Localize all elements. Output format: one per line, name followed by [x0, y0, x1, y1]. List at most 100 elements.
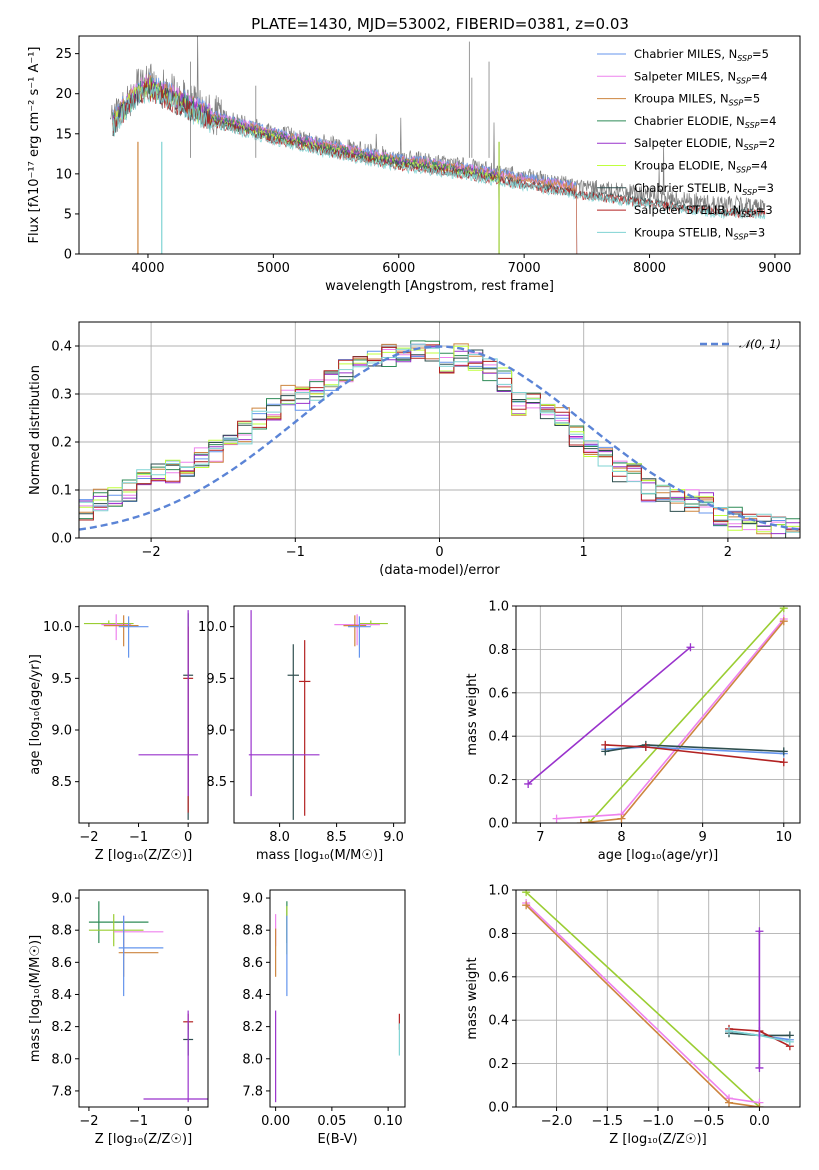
y-tick-label: 0.0: [488, 817, 509, 832]
y-axis-label: mass weight: [465, 957, 480, 1039]
y-tick-label: 0: [64, 248, 72, 263]
legend-entry-subscript: SSP: [742, 188, 757, 197]
y-tick-label: 8.6: [242, 956, 263, 971]
legend-entry-suffix: =2: [758, 136, 775, 150]
y-tick-label: 7.8: [242, 1084, 263, 1099]
y-tick-label: 0.2: [488, 1057, 509, 1072]
panel-mass_vs_Z: −2 −1 0 7.8 8.0 8.2 8.4 8.6 8.8 9.0 Z [log₁₀(Z/Z☉)…: [28, 889, 209, 1147]
y-tick-label: 0.2: [51, 436, 72, 451]
weight-series-line: [527, 646, 692, 785]
plot-frame: [78, 321, 801, 539]
panel-residuals: −2 −1 0 1 2 0.0 0.1 0.2 0.3 0.4 (data-model)/error…: [28, 321, 801, 578]
legend-entry-subscript: SSP: [736, 76, 751, 85]
y-tick-label: 0.4: [488, 730, 509, 745]
legend-entry-subscript: SSP: [734, 232, 749, 241]
weight-marker: [779, 747, 788, 756]
weight-marker: [617, 814, 626, 823]
legend-entry-subscript: SSP: [744, 143, 759, 152]
y-tick-label: 9.0: [206, 724, 227, 739]
plot-frame: [515, 605, 801, 824]
x-tick-label: 8: [617, 830, 625, 845]
legend-entry-suffix: =5: [752, 47, 769, 61]
x-tick-label: 9: [698, 830, 706, 845]
legend-entry: Kroupa ELODIE, NSSP=4: [634, 159, 768, 175]
y-tick-label: 8.0: [242, 1052, 263, 1067]
gaussian-reference-curve: [79, 345, 800, 531]
weight-marker: [552, 814, 561, 823]
x-tick-label: −1.5: [591, 1114, 623, 1129]
y-axis-label: mass weight: [465, 673, 480, 755]
x-tick-label: 10: [775, 830, 792, 845]
x-tick-label: 8.0: [269, 830, 290, 845]
y-tick-label: 8.4: [242, 988, 263, 1003]
x-tick-label: 1: [580, 545, 588, 560]
legend-entry: Chabrier ELODIE, NSSP=4: [634, 114, 776, 130]
weight-series-line: [525, 891, 760, 1107]
x-tick-label: −2: [79, 1114, 98, 1129]
y-tick-label: 8.5: [51, 775, 72, 790]
x-tick-label: 2: [724, 545, 732, 560]
y-tick-label: 8.0: [51, 1052, 72, 1067]
y-tick-label: 8.4: [51, 988, 72, 1003]
weight-marker: [576, 819, 585, 823]
legend-entry-suffix: =3: [756, 203, 773, 217]
weight-marker: [522, 901, 531, 910]
histogram-step-line: [79, 343, 800, 538]
plot-frame: [78, 35, 801, 255]
y-tick-label: 8.2: [51, 1020, 72, 1035]
y-tick-label: 0.1: [51, 484, 72, 499]
y-tick-label: 10.0: [198, 620, 227, 635]
legend-entry-name: Salpeter MILES, N: [634, 69, 736, 83]
y-tick-label: 0.0: [51, 532, 72, 547]
weight-marker: [585, 819, 594, 823]
panel-mass_vs_ebv: 0.00 0.05 0.10 7.8 8.0 8.2 8.4 8.6 8.8 9.0 E(B-V): [242, 889, 406, 1147]
legend-entry: Chabrier STELIB, NSSP=3: [634, 181, 774, 197]
histogram-lines: [79, 340, 800, 538]
x-tick-label: −1: [286, 545, 305, 560]
legend-entry-subscript: SSP: [737, 54, 752, 63]
y-tick-label: 0.3: [51, 388, 72, 403]
legend-entry: Chabrier MILES, NSSP=5: [634, 47, 769, 63]
errorbar-points: [83, 610, 199, 820]
spectrum-lines: [109, 36, 766, 254]
x-tick-label: −0.5: [693, 1114, 725, 1129]
legend-entry: Kroupa MILES, NSSP=5: [634, 92, 760, 108]
y-tick-label: 9.5: [51, 672, 72, 687]
y-axis-label: age [log₁₀(age/yr)]: [28, 654, 43, 775]
y-tick-label: 25: [55, 47, 72, 62]
weight-lines: [524, 606, 788, 823]
legend-entry-suffix: =4: [760, 114, 777, 128]
y-tick-label: 15: [55, 127, 72, 142]
x-axis-label: Z [log₁₀(Z/Z☉)]: [95, 1132, 192, 1147]
weight-marker: [725, 1027, 733, 1036]
x-tick-label: 0.05: [317, 1114, 346, 1129]
x-tick-label: 0.10: [374, 1114, 403, 1129]
weight-marker: [601, 740, 610, 749]
legend-entry-name: Chabrier ELODIE, N: [634, 114, 745, 128]
legend-entry-name: Kroupa ELODIE, N: [634, 159, 736, 173]
weight-marker: [725, 1098, 733, 1107]
legend-entry-name: Kroupa MILES, N: [634, 92, 729, 106]
x-tick-label: −2: [79, 830, 98, 845]
model-spectrum-line: [112, 84, 766, 220]
plot-frame: [269, 889, 406, 1108]
legend-entry: Salpeter MILES, NSSP=4: [634, 69, 768, 85]
x-axis-label: (data-model)/error: [379, 563, 500, 578]
y-tick-label: 0.2: [488, 773, 509, 788]
x-tick-label: 7000: [508, 261, 541, 276]
x-tick-label: 8.5: [326, 830, 347, 845]
x-tick-label: 0.00: [261, 1114, 290, 1129]
plot-frame: [515, 889, 801, 1108]
weight-marker: [686, 643, 695, 652]
plot-frame: [233, 605, 406, 824]
errorbar-points: [248, 610, 388, 820]
x-tick-label: −2: [142, 545, 161, 560]
x-tick-label: −2.0: [541, 1114, 573, 1129]
x-axis-label: age [log₁₀(age/yr)]: [598, 848, 719, 863]
x-tick-label: −1.0: [642, 1114, 674, 1129]
weight-series-line: [580, 620, 785, 823]
legend-entry-suffix: =4: [751, 69, 768, 83]
y-tick-label: 1.0: [488, 600, 509, 615]
x-tick-label: 5000: [257, 261, 290, 276]
